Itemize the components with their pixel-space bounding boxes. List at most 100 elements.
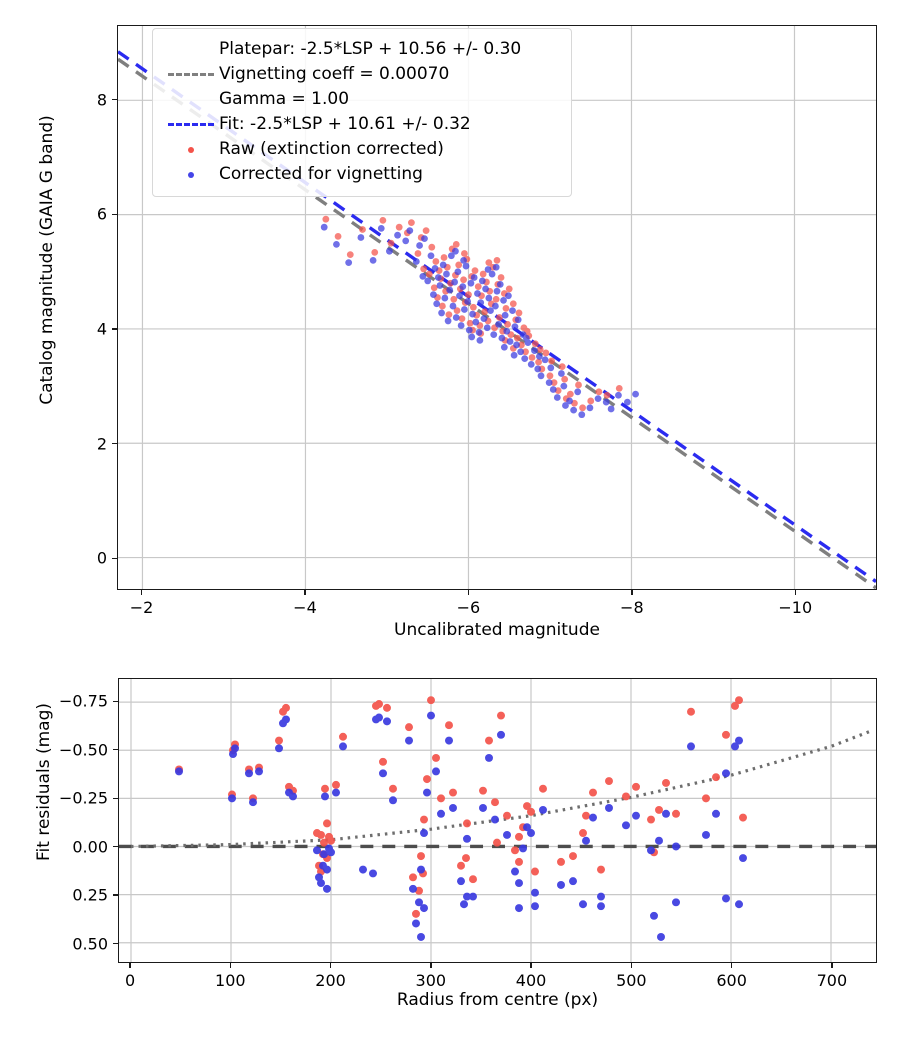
data-point bbox=[731, 742, 739, 751]
data-point bbox=[412, 909, 420, 918]
x-tick-mark bbox=[631, 590, 633, 595]
data-point bbox=[461, 250, 468, 257]
y-tick-label: −0.25 bbox=[58, 788, 108, 808]
data-point bbox=[632, 782, 640, 791]
data-point bbox=[579, 404, 586, 412]
x-tick-mark bbox=[329, 963, 332, 968]
data-point bbox=[539, 805, 547, 814]
data-point bbox=[569, 852, 577, 861]
data-point bbox=[317, 879, 325, 888]
data-point bbox=[579, 900, 587, 909]
data-point bbox=[632, 811, 640, 820]
data-point bbox=[320, 838, 328, 847]
data-point bbox=[492, 263, 500, 271]
scatter-series-corrected-for-vignetting bbox=[175, 711, 747, 941]
data-point bbox=[459, 283, 467, 291]
x-tick-mark bbox=[304, 590, 306, 595]
legend-label-gamma: Gamma = 1.00 bbox=[219, 89, 350, 109]
residuals-x-axis-label: Radius from centre (px) bbox=[396, 990, 599, 1010]
data-point bbox=[454, 268, 462, 276]
y-tick-mark bbox=[113, 797, 118, 799]
data-point bbox=[597, 902, 605, 911]
data-point bbox=[465, 326, 473, 334]
x-tick-label: 700 bbox=[816, 971, 848, 990]
data-point bbox=[389, 784, 397, 793]
data-point bbox=[445, 311, 453, 319]
data-point bbox=[531, 902, 539, 911]
data-point bbox=[474, 290, 481, 297]
data-point bbox=[522, 334, 530, 342]
data-point bbox=[531, 347, 538, 355]
data-point bbox=[467, 279, 475, 287]
data-point bbox=[662, 809, 670, 818]
data-point bbox=[437, 809, 445, 818]
data-point bbox=[394, 231, 401, 239]
data-point bbox=[332, 788, 340, 797]
data-point bbox=[389, 796, 397, 805]
legend-entry-gamma: Gamma = 1.00 bbox=[163, 87, 561, 112]
data-point bbox=[518, 341, 525, 349]
x-tick-mark bbox=[794, 590, 796, 595]
data-point bbox=[541, 356, 549, 364]
data-point bbox=[482, 285, 489, 293]
data-point bbox=[451, 278, 459, 286]
data-point bbox=[597, 865, 605, 874]
data-point bbox=[492, 295, 500, 303]
data-point bbox=[655, 805, 663, 814]
data-point bbox=[603, 391, 611, 399]
data-point bbox=[511, 846, 519, 855]
data-point bbox=[417, 852, 425, 861]
data-point bbox=[493, 838, 501, 847]
data-point bbox=[506, 338, 514, 345]
data-point bbox=[535, 358, 542, 366]
data-point bbox=[527, 807, 535, 816]
scatter-series-corrected-for-vignetting bbox=[320, 223, 639, 419]
y-tick-label: 4 bbox=[96, 319, 107, 339]
x-tick-label: −10 bbox=[778, 598, 813, 617]
y-tick-label: 0.00 bbox=[72, 837, 108, 857]
data-point bbox=[527, 360, 535, 368]
data-point bbox=[498, 334, 506, 342]
legend-key-red-dot bbox=[163, 146, 219, 153]
data-point bbox=[722, 894, 730, 903]
data-point bbox=[445, 736, 453, 745]
data-point bbox=[514, 316, 522, 324]
data-point bbox=[427, 696, 435, 705]
y-tick-label: −0.75 bbox=[58, 691, 108, 711]
y-tick-mark bbox=[113, 749, 118, 751]
data-point bbox=[428, 243, 436, 251]
y-tick-label: 8 bbox=[96, 90, 107, 110]
y-tick-mark bbox=[113, 700, 118, 702]
data-point bbox=[425, 270, 433, 278]
data-point bbox=[534, 365, 542, 373]
data-point bbox=[605, 804, 613, 812]
data-point bbox=[415, 898, 423, 907]
data-point bbox=[379, 216, 387, 224]
data-point bbox=[175, 767, 183, 776]
y-tick-mark bbox=[112, 443, 117, 445]
data-point bbox=[452, 314, 460, 321]
data-point bbox=[359, 226, 366, 233]
data-point bbox=[412, 919, 420, 928]
data-point bbox=[491, 798, 499, 807]
data-point bbox=[595, 388, 603, 396]
data-point bbox=[443, 270, 450, 278]
data-point bbox=[460, 276, 467, 284]
y-tick-label: 0.25 bbox=[72, 885, 108, 905]
data-point bbox=[405, 723, 413, 732]
data-point bbox=[485, 294, 493, 302]
data-point bbox=[479, 786, 487, 795]
data-point bbox=[332, 780, 340, 789]
data-point bbox=[531, 867, 539, 876]
data-point bbox=[464, 298, 472, 305]
data-point bbox=[624, 398, 631, 406]
data-point bbox=[485, 753, 493, 762]
data-point bbox=[469, 303, 477, 311]
data-point bbox=[409, 884, 417, 893]
data-point bbox=[594, 395, 602, 403]
data-point bbox=[457, 322, 465, 329]
data-point bbox=[650, 911, 658, 920]
legend-label-raw: Raw (extinction corrected) bbox=[219, 139, 444, 159]
data-point bbox=[406, 227, 414, 235]
legend-key-dashed-blue-line bbox=[163, 123, 219, 126]
